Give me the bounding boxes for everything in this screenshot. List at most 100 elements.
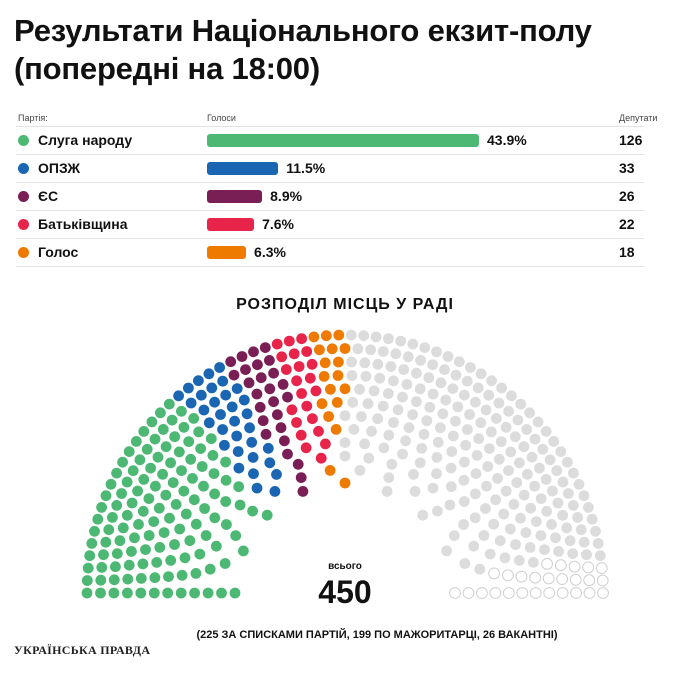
seat-dot-empty (431, 346, 442, 358)
seat-dot-empty (573, 478, 585, 490)
seat-dot (203, 417, 215, 429)
seat-dot-empty (471, 450, 483, 461)
seat-dot (248, 468, 259, 480)
page-title: Результати Національного екзит-полу (поп… (14, 12, 592, 88)
seat-dot-empty (518, 489, 530, 501)
seat-dot (122, 587, 133, 599)
seat-dot (243, 377, 255, 389)
table-row: Голос 6.3% 18 (16, 239, 644, 267)
seat-dot (134, 454, 146, 466)
seat-dot (206, 382, 218, 394)
seat-dot (114, 535, 126, 547)
seat-dot (331, 397, 343, 408)
seat-dot-vacant (597, 587, 609, 599)
seat-dot-empty (541, 505, 553, 517)
seat-dot-empty (458, 474, 470, 486)
seat-dot (103, 524, 115, 536)
deputies-count: 18 (619, 244, 635, 260)
seat-dot (279, 435, 290, 447)
seat-dot (96, 502, 107, 513)
seat-dot (148, 587, 160, 599)
seat-dot (183, 382, 194, 394)
seat-dot (272, 409, 283, 421)
seat-dot-empty (352, 343, 364, 355)
seat-dot-empty (540, 426, 552, 437)
seat-dot (339, 343, 351, 354)
seat-dot-empty (583, 502, 594, 513)
seat-dot (84, 550, 96, 562)
seat-dot-empty (346, 370, 358, 381)
seat-dot-empty (442, 351, 454, 362)
seat-dot-empty (370, 331, 382, 343)
seat-dot-empty (452, 401, 464, 413)
seat-dot-empty (359, 438, 370, 450)
seat-dot-empty (378, 442, 390, 454)
seat-dot (238, 545, 249, 557)
seat-dot (185, 397, 197, 409)
seat-dot-empty (446, 446, 458, 457)
seat-dot-empty (416, 442, 428, 454)
seat-dot (252, 359, 263, 371)
seat-dot (291, 417, 302, 428)
seat-dot (292, 458, 304, 470)
seat-dot-empty (435, 422, 446, 434)
seat-dot-empty (482, 461, 494, 472)
seat-dot-empty (550, 532, 561, 544)
seat-dot-empty (470, 488, 481, 500)
seat-dot-empty (414, 457, 426, 469)
seat-dot (123, 559, 135, 571)
seat-dot-empty (575, 524, 587, 536)
seat-dot (167, 477, 179, 488)
seat-dot-empty (480, 503, 491, 514)
seat-dot-empty (462, 424, 473, 435)
seat-dot-empty (513, 555, 525, 566)
header-deputies: Депутати (619, 113, 658, 123)
seat-dot (92, 513, 104, 525)
seat-dot-empty (372, 358, 384, 370)
seat-dot-vacant (554, 559, 567, 572)
seat-dot (160, 489, 172, 501)
seat-dot-empty (339, 410, 351, 422)
seat-dot-empty (444, 499, 456, 511)
seat-dot (166, 414, 178, 426)
seat-dot-empty (445, 481, 457, 493)
seat-dot (138, 426, 150, 437)
seat-dot (316, 398, 328, 410)
seat-dot-vacant (596, 574, 609, 587)
seat-dot (217, 424, 229, 435)
seat-dot-vacant (570, 587, 582, 599)
seat-dot-empty (520, 527, 532, 538)
header-party: Партія: (18, 113, 48, 123)
seat-dot (333, 329, 345, 341)
seat-dot (217, 375, 229, 387)
seat-dot (173, 390, 185, 402)
seat-dot (183, 436, 195, 447)
seat-dot (268, 367, 279, 379)
seat-dot-vacant (595, 562, 608, 575)
seat-dot-vacant (529, 571, 541, 584)
seat-dot-empty (377, 400, 389, 412)
seat-dot-empty (423, 372, 435, 384)
seat-dot-empty (360, 371, 372, 382)
seat-dot-empty (383, 429, 395, 441)
seat-dot (190, 568, 202, 579)
seat-dot (123, 446, 135, 457)
seat-dot-empty (568, 467, 579, 479)
seat-dot (151, 557, 163, 568)
seat-dot-empty (409, 486, 421, 497)
seat-dot-empty (398, 364, 410, 375)
seat-dot (157, 468, 169, 480)
seat-dot (108, 587, 120, 599)
vote-percent-label: 43.9% (487, 132, 527, 148)
seat-dot (228, 369, 240, 381)
seat-dot (203, 368, 215, 380)
seat-dot (137, 558, 149, 570)
seat-dot (257, 415, 269, 427)
seat-dot (209, 512, 221, 524)
seat-dot-empty (465, 362, 476, 373)
seat-dot-empty (572, 512, 583, 523)
seat-dot (170, 499, 182, 510)
seat-dot (169, 539, 180, 550)
seat-dot (174, 523, 186, 535)
seat-dot (148, 516, 160, 527)
